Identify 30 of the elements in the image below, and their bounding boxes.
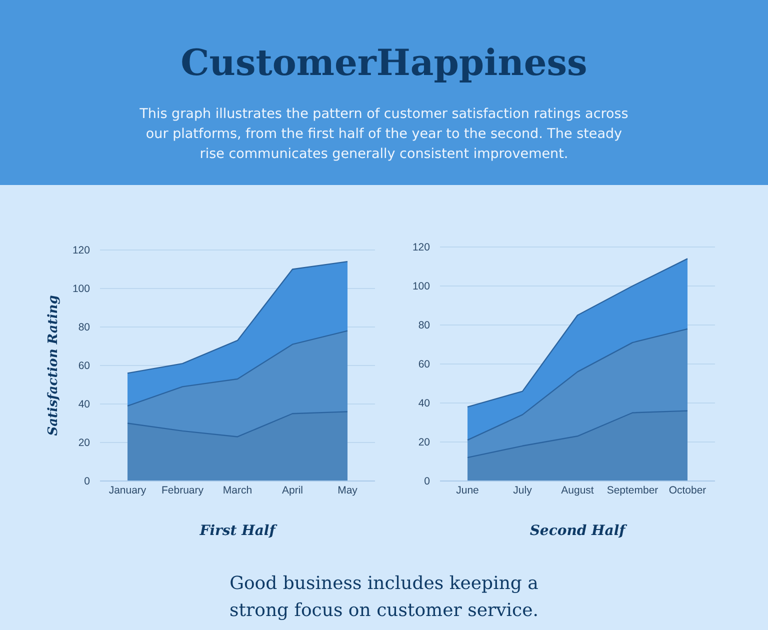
text: Good business includes keeping a strong focus on customer service. — [228, 572, 540, 623]
y-tick-label: 80 — [418, 319, 430, 332]
chart-title: CustomerHappiness — [180, 42, 588, 84]
y-tick-label: 120 — [412, 241, 430, 254]
x-tick-label: April — [282, 484, 304, 496]
y-tick-label: 20 — [78, 436, 90, 449]
x-tick-label: August — [561, 484, 594, 496]
x-tick-label: June — [456, 484, 480, 496]
y-tick-label: 60 — [78, 360, 90, 372]
x-axis-title: First Half — [198, 523, 278, 539]
x-tick-label: May — [338, 484, 358, 496]
y-tick-label: 40 — [78, 398, 90, 410]
y-axis-title: Satisfaction Rating — [46, 295, 61, 436]
x-axis-title: Second Half — [530, 523, 628, 539]
x-tick-label: March — [222, 484, 252, 496]
y-tick-label: 80 — [78, 321, 90, 334]
y-tick-label: 60 — [418, 358, 430, 370]
x-tick-label: January — [108, 484, 147, 496]
y-tick-label: 100 — [72, 282, 90, 295]
y-tick-label: 0 — [424, 475, 430, 488]
x-tick-label: February — [161, 484, 204, 496]
x-tick-label: July — [513, 484, 533, 496]
y-tick-label: 0 — [84, 475, 90, 488]
y-tick-label: 100 — [412, 280, 430, 292]
y-tick-label: 120 — [72, 244, 90, 256]
y-tick-label: 40 — [418, 397, 430, 410]
x-tick-label: September — [606, 484, 659, 496]
x-tick-label: October — [668, 484, 707, 496]
chart-subtitle: This graph illustrates the pattern of customer satisfaction ratings across our platforms, from the first half of the year to the second. The steady rise communicates generally consistent improvement. — [138, 105, 630, 164]
y-tick-label: 20 — [418, 436, 430, 448]
